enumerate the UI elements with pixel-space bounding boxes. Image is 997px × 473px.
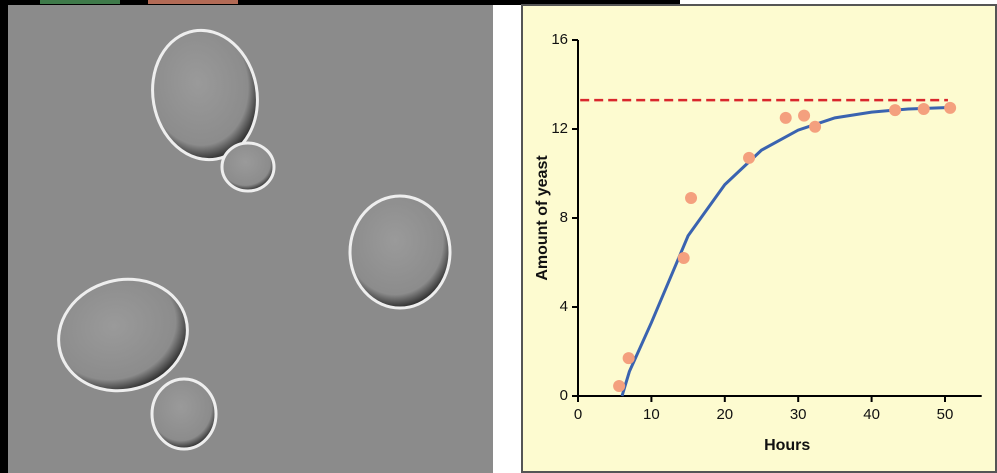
data-point [685,191,698,204]
y-tick-label: 12 [551,120,568,137]
x-tick-label: 40 [863,406,880,423]
micrograph [8,5,493,473]
data-point [622,352,635,365]
data-point [677,252,690,265]
top-bar [0,0,680,5]
data-point [917,102,930,115]
x-tick-label: 20 [716,406,733,423]
data-point [944,101,957,114]
y-tick-label: 4 [560,298,568,315]
x-tick-label: 50 [937,406,954,423]
y-tick-label: 16 [551,31,568,48]
x-tick-label: 0 [574,406,582,423]
y-tick-label: 0 [560,387,568,404]
top-decoration [40,0,120,4]
data-point [809,120,822,133]
x-axis-title: Hours [764,437,810,454]
x-tick-label: 30 [790,406,807,423]
data-point [889,104,902,117]
y-axis-title: Amount of yeast [534,155,551,281]
fit-curve [620,105,953,397]
x-tick-label: 10 [643,406,660,423]
top-decoration [148,0,238,4]
y-tick-label: 8 [560,209,568,226]
data-point [743,151,756,164]
chart-panel [521,4,997,473]
data-point [798,109,811,122]
data-point [779,111,792,124]
left-edge [0,5,8,473]
chart: 0 4 8 12 16 0 10 20 30 40 50 Hours Amount of yeast [534,31,982,454]
data-point [613,379,626,392]
